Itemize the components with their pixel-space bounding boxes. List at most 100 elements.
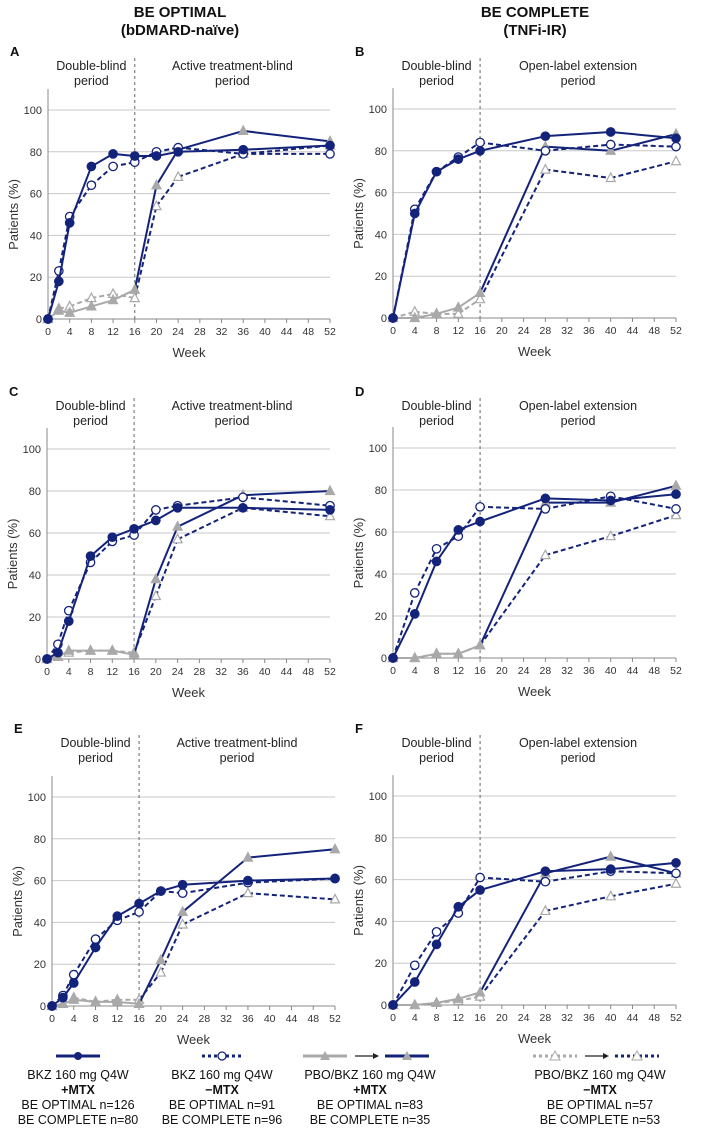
data-point — [475, 872, 485, 883]
series-line-segment — [413, 171, 438, 214]
header-title: BE OPTIMAL — [133, 4, 227, 21]
data-point — [243, 875, 253, 886]
period-label: period — [74, 74, 109, 88]
data-point — [129, 291, 141, 303]
data-point — [325, 149, 335, 159]
data-point — [58, 992, 68, 1003]
x-tick-label: 28 — [199, 1013, 211, 1025]
x-tick-label: 52 — [329, 1013, 341, 1025]
x-tick-label: 40 — [605, 665, 617, 677]
y-tick-label: 20 — [29, 612, 41, 624]
data-point — [325, 140, 335, 151]
data-point — [540, 504, 551, 514]
series-3 — [387, 127, 682, 323]
legend-n-optimal: BE OPTIMAL n=57 — [546, 1098, 654, 1112]
data-point — [53, 647, 63, 658]
series-line-segment — [138, 971, 162, 1001]
period-label: Double-blind — [401, 736, 471, 750]
series-line-segment — [479, 502, 547, 646]
panel-letter: C — [9, 384, 19, 399]
data-point — [388, 1000, 398, 1010]
data-point — [106, 644, 118, 655]
series-line-segment — [117, 1000, 140, 1005]
period-label: Double-blind — [55, 399, 125, 413]
data-point — [431, 996, 443, 1008]
data-point — [129, 523, 139, 534]
x-tick-label: 32 — [220, 1013, 232, 1025]
series-line-segment — [610, 861, 677, 871]
series-line-segment — [413, 548, 438, 594]
x-tick-label: 44 — [627, 325, 639, 337]
data-point — [453, 525, 464, 535]
panel-letter: E — [14, 721, 23, 736]
series-line-segment — [392, 613, 416, 659]
x-tick-label: 0 — [390, 1012, 396, 1024]
series-line-segment — [182, 881, 249, 895]
data-point — [85, 300, 97, 311]
x-tick-label: 20 — [150, 666, 162, 678]
data-point — [409, 651, 421, 663]
legend-label: PBO/BKZ 160 mg Q4W — [534, 1068, 666, 1082]
y-axis-label: Patients (%) — [351, 865, 366, 936]
legend-n-optimal: BE OPTIMAL n=83 — [316, 1098, 424, 1112]
x-tick-label: 24 — [177, 1013, 189, 1025]
data-point — [671, 141, 681, 152]
data-point — [330, 873, 340, 884]
x-tick-label: 24 — [518, 1012, 530, 1024]
data-point — [670, 154, 682, 166]
period-label: period — [419, 414, 454, 428]
series-line-segment — [177, 496, 244, 507]
data-point — [42, 654, 52, 664]
y-tick-label: 80 — [30, 147, 42, 159]
period-label: period — [215, 414, 250, 428]
y-tick-label: 80 — [29, 486, 41, 498]
series-line-segment — [480, 505, 546, 510]
data-point — [177, 888, 188, 898]
data-point — [172, 502, 183, 513]
period-label: period — [73, 414, 108, 428]
series-line-segment — [68, 184, 93, 218]
x-tick-label: 4 — [66, 666, 72, 678]
y-axis-label: Patients (%) — [6, 179, 21, 250]
x-tick-label: 4 — [67, 326, 73, 338]
x-tick-label: 36 — [583, 1012, 595, 1024]
x-tick-label: 44 — [281, 326, 293, 338]
data-point — [474, 986, 486, 997]
y-tick-label: 100 — [369, 443, 387, 455]
data-point — [409, 588, 420, 598]
data-point — [431, 647, 443, 658]
data-point — [150, 178, 162, 190]
data-point — [431, 543, 442, 554]
y-tick-label: 100 — [28, 792, 46, 804]
data-point — [237, 124, 249, 135]
data-point — [453, 901, 464, 912]
y-tick-label: 20 — [30, 272, 42, 284]
x-tick-label: 20 — [496, 665, 508, 677]
data-point — [605, 139, 616, 150]
series-1 — [42, 502, 335, 664]
x-tick-label: 0 — [44, 666, 50, 678]
data-point — [238, 492, 248, 503]
series-line-segment — [178, 148, 244, 153]
series-line-segment — [247, 877, 336, 882]
series-line-segment — [413, 561, 438, 615]
x-tick-label: 12 — [111, 1013, 123, 1025]
x-axis-label: Week — [177, 1032, 210, 1045]
legend-n-optimal: BE OPTIMAL n=91 — [168, 1098, 276, 1112]
series-line-segment — [392, 213, 416, 319]
x-tick-label: 4 — [412, 1012, 418, 1024]
x-tick-label: 44 — [627, 665, 639, 677]
data-point — [670, 508, 682, 520]
x-tick-label: 40 — [605, 325, 617, 337]
y-tick-label: 80 — [375, 485, 387, 497]
x-tick-label: 20 — [155, 1013, 167, 1025]
x-tick-label: 4 — [412, 665, 418, 677]
series-line-segment — [457, 876, 481, 914]
legend-symbol-dashed-open-circle-icon — [202, 1051, 242, 1061]
series-line-segment — [242, 506, 331, 518]
legend-n-complete: BE COMPLETE n=35 — [309, 1113, 431, 1127]
data-point — [605, 850, 617, 861]
data-point — [539, 163, 551, 174]
